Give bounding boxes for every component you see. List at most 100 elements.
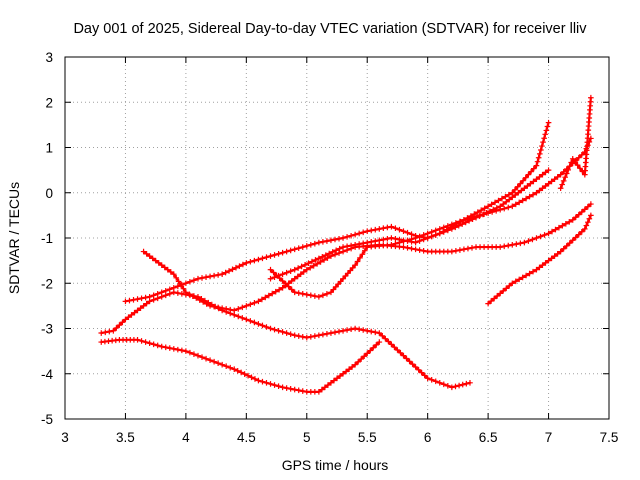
x-axis-label: GPS time / hours — [282, 457, 389, 473]
data-point — [166, 345, 173, 351]
data-point — [408, 245, 415, 252]
data-point — [572, 234, 579, 241]
data-point — [98, 330, 105, 336]
data-point — [467, 380, 473, 386]
data-point — [222, 269, 229, 276]
data-point — [536, 187, 543, 194]
data-point — [243, 260, 250, 266]
data-point — [215, 272, 221, 278]
data-point — [195, 275, 201, 282]
grid — [65, 57, 609, 419]
data-point — [125, 314, 132, 320]
data-point — [134, 296, 141, 302]
data-point — [303, 334, 310, 341]
data-point — [158, 262, 165, 268]
data-point — [530, 191, 536, 198]
data-point — [505, 242, 512, 249]
data-point — [299, 244, 306, 250]
data-point — [575, 211, 582, 218]
data-point — [149, 255, 156, 262]
data-point — [415, 366, 422, 373]
data-point — [262, 294, 269, 301]
data-point — [512, 186, 518, 193]
data-point — [161, 264, 168, 271]
data-point — [452, 383, 459, 390]
data-point — [251, 319, 258, 326]
data-point — [303, 266, 310, 273]
data-point — [243, 316, 250, 323]
data-point — [521, 185, 528, 192]
data-point — [545, 230, 552, 237]
data-point — [142, 339, 149, 345]
data-point — [186, 291, 193, 298]
data-point — [134, 337, 141, 343]
data-point — [582, 206, 588, 213]
data-point — [485, 300, 491, 307]
data-point — [382, 335, 389, 342]
data-point — [539, 171, 546, 178]
data-point — [416, 233, 423, 240]
data-point — [295, 290, 302, 296]
data-point — [506, 282, 513, 289]
data-point — [512, 201, 519, 208]
data-point — [287, 386, 294, 392]
data-point — [528, 168, 534, 175]
data-point — [360, 240, 366, 247]
data-point — [251, 257, 258, 264]
data-point — [309, 258, 315, 265]
data-point — [545, 119, 552, 126]
data-point — [344, 327, 350, 333]
data-point — [557, 185, 564, 192]
data-point — [285, 283, 292, 290]
data-point — [352, 231, 358, 238]
data-point — [344, 243, 350, 250]
data-point — [344, 234, 350, 240]
data-point — [449, 384, 455, 391]
data-point — [376, 237, 383, 244]
data-point — [404, 245, 411, 251]
data-point — [288, 286, 295, 293]
data-point — [283, 269, 290, 276]
data-point — [102, 329, 109, 336]
data-point — [501, 243, 508, 250]
chart-title: Day 001 of 2025, Sidereal Day-to-day VTE… — [73, 21, 587, 37]
data-point — [137, 305, 144, 311]
data-point — [373, 342, 380, 348]
data-point — [360, 229, 366, 236]
x-tick-label: 4 — [182, 430, 190, 445]
data-point — [428, 376, 435, 383]
data-point — [538, 147, 544, 153]
data-point — [449, 248, 455, 255]
data-point — [267, 325, 274, 332]
data-point — [436, 380, 443, 386]
data-point — [491, 295, 497, 302]
data-point — [343, 368, 349, 375]
data-point — [235, 306, 242, 312]
data-point — [509, 203, 516, 210]
data-point — [291, 275, 298, 282]
data-point — [287, 268, 294, 274]
data-point — [492, 199, 498, 206]
data-point — [530, 165, 537, 172]
data-point — [203, 355, 209, 362]
data-point — [158, 343, 165, 350]
x-tick-label: 7 — [545, 430, 553, 445]
data-point — [499, 195, 505, 202]
data-point — [391, 344, 398, 350]
data-point — [239, 304, 246, 311]
data-point — [291, 289, 298, 296]
data-point — [506, 191, 512, 198]
data-point — [279, 384, 286, 391]
data-point — [146, 340, 153, 347]
data-point — [548, 255, 555, 262]
data-point — [385, 338, 392, 345]
data-point — [324, 255, 331, 261]
data-point — [267, 266, 274, 273]
data-point — [110, 327, 117, 334]
data-point — [348, 326, 354, 333]
data-point — [312, 257, 319, 263]
data-point — [275, 327, 282, 334]
data-point — [243, 303, 250, 309]
data-point — [173, 275, 180, 281]
data-point — [536, 151, 543, 157]
